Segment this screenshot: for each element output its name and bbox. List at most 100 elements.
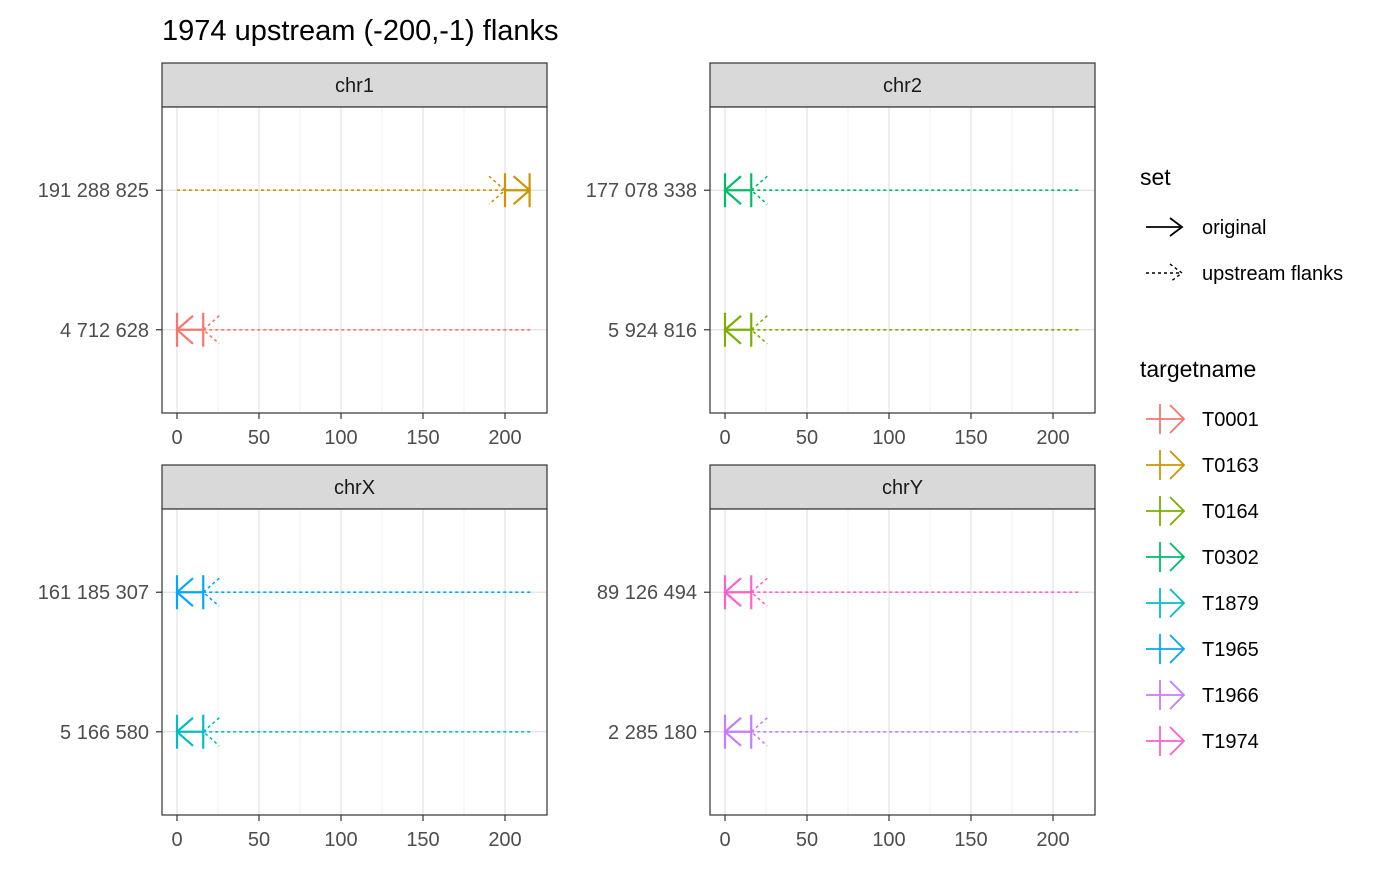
x-tick-label: 200 [488,427,521,449]
y-tick-label: 177 078 338 [586,180,697,202]
flank-arrowhead [488,175,507,205]
row-T0001: 4 712 628 [60,312,532,347]
x-tick-label: 50 [796,829,818,851]
legend-label: T0164 [1202,501,1259,523]
flank-arrowhead [750,577,768,607]
y-tick-label: 5 924 816 [608,320,697,342]
original-arrowhead [723,716,742,747]
panel-gridlines [710,509,1095,815]
legend-label: T1965 [1202,639,1259,661]
x-tick-label: 200 [1036,427,1069,449]
legend-key-arrow [1169,726,1186,756]
y-tick-label: 191 288 825 [38,180,149,202]
facet-strip-label: chrX [334,477,375,499]
y-tick-label: 89 126 494 [597,582,697,604]
panel-border [709,508,1096,816]
original-arrowhead [175,716,194,747]
x-tick-label: 150 [954,829,987,851]
row-T1966: 2 285 180 [608,714,1080,749]
panel-border [161,106,548,414]
flank-arrowhead [202,577,220,607]
row-T1974: 89 126 494 [597,575,1080,610]
y-tick-label: 161 185 307 [38,582,149,604]
legend-area: set original upstream flanks targetname T000… [1140,164,1343,756]
facet-panel-chrX: chrX 0 50 100 150 200 161 185 307 5 166 580 [38,464,548,851]
chart-title: 1974 upstream (-200,-1) flanks [162,15,559,47]
legend-key-arrow [1169,496,1186,526]
x-tick-label: 200 [1036,829,1069,851]
x-tick-label: 150 [406,427,439,449]
facet-strip-label: chr1 [335,75,374,97]
original-arrowhead [175,314,194,345]
facet-strip [161,62,548,108]
legend-label: T0001 [1202,409,1259,431]
x-tick-label: 100 [324,829,357,851]
facet-strip-label: chrY [882,477,923,499]
x-tick-label: 0 [719,427,730,449]
legend-key-arrow [1169,680,1186,710]
x-tick-label: 50 [248,829,270,851]
facet-strip [161,464,548,510]
facet-panel-chr1: chr1 0 50 100 150 200 191 288 825 4 712 628 [38,62,548,449]
panel-background [162,509,547,815]
legend-key-arrow [1169,404,1186,434]
legend-title: targetname [1140,356,1256,382]
legend-label: T0302 [1202,547,1259,569]
original-arrowhead [723,314,742,345]
row-T1965: 161 185 307 [38,575,532,610]
flank-arrowhead [750,175,768,205]
y-tick-label: 2 285 180 [608,722,697,744]
original-arrowhead [512,175,532,206]
legend-key-arrow [1169,542,1186,572]
panel-background [710,107,1095,413]
panel-background [162,107,547,413]
row-T0164: 5 924 816 [608,312,1080,347]
legend-label: T0163 [1202,455,1259,477]
legend-label: original [1202,217,1266,239]
row-T1879: 5 166 580 [60,714,532,749]
original-arrowhead [723,577,742,608]
legend-key-arrow [1169,588,1186,618]
legend-key-arrow [1169,217,1184,237]
legend-label: T1974 [1202,731,1259,753]
facet-panels: chr1 0 50 100 150 200 191 288 825 4 712 628 chr2… [38,62,1096,851]
facet-panel-chr2: chr2 0 50 100 150 200 177 078 338 5 924 816 [586,62,1096,449]
x-tick-label: 0 [719,829,730,851]
y-tick-label: 5 166 580 [60,722,149,744]
legend-label: T1879 [1202,593,1259,615]
row-T0302: 177 078 338 [586,173,1080,208]
original-arrowhead [175,577,194,608]
x-tick-label: 0 [171,427,182,449]
facet-panel-chrY: chrY 0 50 100 150 200 89 126 494 2 285 180 [597,464,1096,851]
row-T0163: 191 288 825 [38,173,532,208]
x-tick-label: 150 [406,829,439,851]
flank-arrowhead [750,717,768,747]
legend-title: set [1140,164,1171,190]
x-axis: 0 50 100 150 200 [719,815,1070,851]
legend-key-arrow [1169,450,1186,480]
x-tick-label: 100 [324,427,357,449]
legend-key-arrow [1169,263,1184,283]
legend-set: set original upstream flanks [1140,164,1343,285]
flank-arrowhead [750,315,768,345]
legend-label: upstream flanks [1202,263,1343,285]
y-tick-label: 4 712 628 [60,320,149,342]
facet-strip [709,464,1096,510]
flank-arrowhead [202,717,220,747]
legend-key-arrow [1169,634,1186,664]
panel-border [709,106,1096,414]
facet-strip-label: chr2 [883,75,922,97]
flank-arrowhead [202,315,220,345]
panel-background [710,509,1095,815]
x-tick-label: 150 [954,427,987,449]
legend-targetname: targetname T0001 T0163 T0164 T0302 T1879 T1965… [1140,356,1259,756]
x-axis: 0 50 100 150 200 [171,413,522,449]
x-tick-label: 0 [171,829,182,851]
x-tick-label: 200 [488,829,521,851]
x-tick-label: 100 [872,427,905,449]
panel-border [161,508,548,816]
x-axis: 0 50 100 150 200 [719,413,1070,449]
x-tick-label: 50 [796,427,818,449]
